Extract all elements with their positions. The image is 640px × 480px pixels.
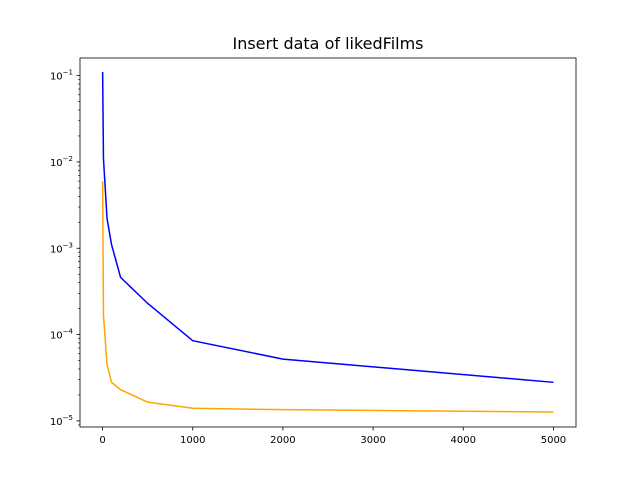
series-layer bbox=[101, 72, 554, 413]
x-tick-label-4: 4000 bbox=[451, 435, 476, 446]
y-tick-label-0: 10−5 bbox=[50, 414, 73, 428]
y-tick-label-4: 10−1 bbox=[50, 69, 73, 83]
x-tick-label-0: 0 bbox=[99, 435, 105, 446]
x-tick-label-5: 5000 bbox=[541, 435, 566, 446]
series-line-0 bbox=[101, 72, 554, 384]
x-tick-label-3: 3000 bbox=[360, 435, 385, 446]
chart-title: Insert data of likedFilms bbox=[232, 34, 423, 53]
ticks-layer: 0 1000 2000 3000 4000 5000 10−5 10−4 10−3 10−2 10−… bbox=[50, 69, 566, 446]
y-tick-label-3: 10−2 bbox=[50, 155, 73, 169]
x-tick-label-2: 2000 bbox=[270, 435, 295, 446]
series-line-1 bbox=[101, 181, 554, 413]
y-tick-label-2: 10−3 bbox=[50, 241, 73, 255]
y-tick-label-1: 10−4 bbox=[50, 328, 74, 342]
x-tick-label-1: 1000 bbox=[180, 435, 205, 446]
plot-frame bbox=[79, 57, 577, 428]
